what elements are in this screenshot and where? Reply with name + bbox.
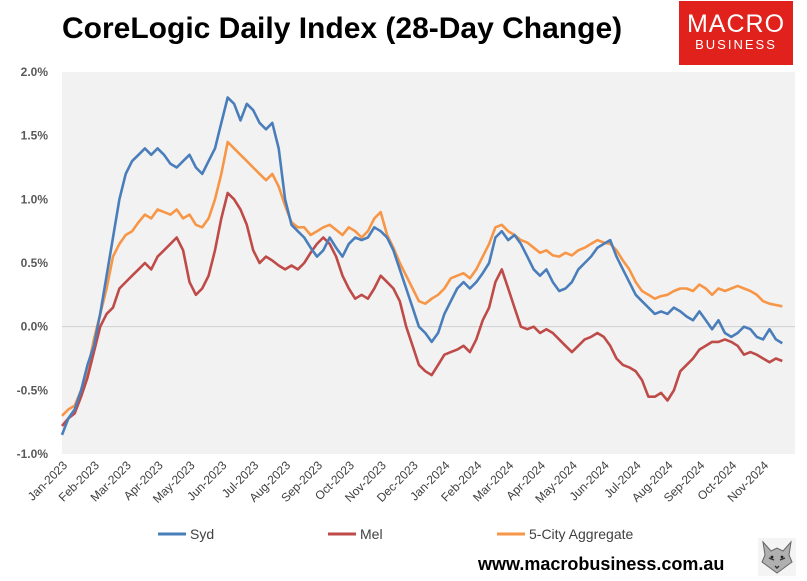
x-axis: Jan-2023Feb-2023Mar-2023Apr-2023May-2023… <box>25 458 772 506</box>
chart-title: CoreLogic Daily Index (28-Day Change) <box>62 12 623 45</box>
footer-url[interactable]: www.macrobusiness.com.au <box>478 554 725 574</box>
y-tick-label: 1.0% <box>21 192 49 206</box>
series-line-syd <box>60 96 783 436</box>
series-layer <box>60 96 783 436</box>
legend-label-5-city-aggregate: 5-City Aggregate <box>529 526 633 542</box>
y-tick-label: 2.0% <box>21 65 49 79</box>
legend-label-syd: Syd <box>190 526 214 542</box>
macrobusiness-logo[interactable]: MACRO BUSINESS <box>679 1 793 65</box>
logo-line-macro: MACRO <box>686 10 786 38</box>
y-tick-label: 1.5% <box>21 129 49 143</box>
plot-area <box>62 72 795 454</box>
y-tick-label: 0.5% <box>21 256 49 270</box>
series-line-mel <box>61 191 783 427</box>
logo-line-business: BUSINESS <box>695 37 777 52</box>
legend: Syd Mel 5-City Aggregate <box>158 526 633 542</box>
y-tick-label: 0.0% <box>21 320 49 334</box>
y-axis: -1.0% -0.5% 0.0% 0.5% 1.0% 1.5% 2.0% <box>17 65 49 461</box>
series-line-5-city-aggregate <box>61 140 783 417</box>
wolf-head-icon <box>758 538 796 576</box>
y-tick-label: -0.5% <box>17 383 49 397</box>
y-tick-label: -1.0% <box>17 447 49 461</box>
legend-label-mel: Mel <box>360 526 383 542</box>
